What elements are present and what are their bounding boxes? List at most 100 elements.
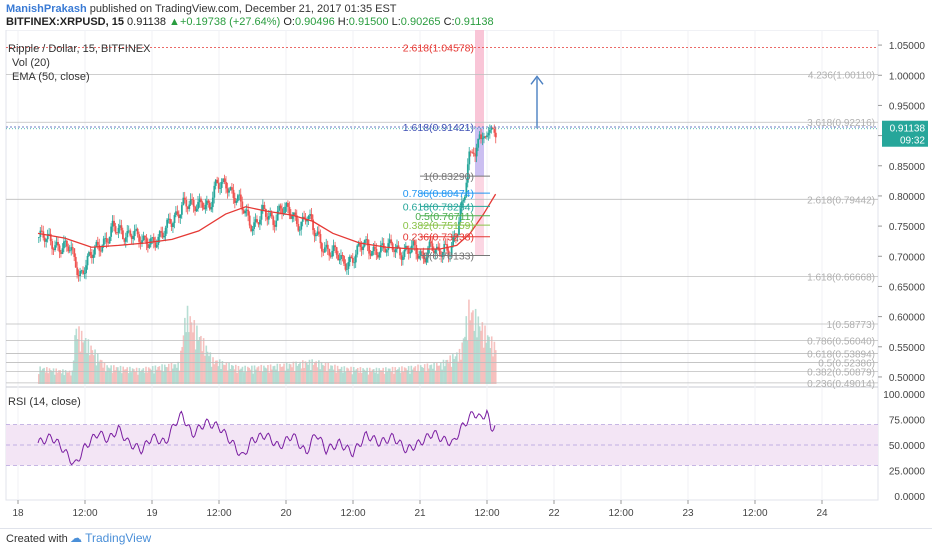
candle-body (260, 210, 263, 220)
candle-body (57, 241, 59, 246)
volume-bar (381, 370, 383, 384)
candle-body (316, 231, 319, 235)
volume-bar (64, 370, 67, 384)
rsi-tick-label: 50.0000 (889, 441, 926, 452)
candle-body (251, 228, 254, 232)
volume-bar (272, 366, 275, 384)
candle-body (452, 237, 454, 247)
candle-body (241, 201, 244, 211)
volume-bar (490, 336, 493, 384)
volume-bar (145, 366, 147, 384)
candle-body (469, 151, 472, 153)
chart-area[interactable]: 4.236(1.00110) 3.618(0.92216) 2.618(0.7944… (0, 30, 932, 528)
candle-body (122, 230, 124, 240)
volume-bar (126, 367, 129, 384)
volume-bar (425, 372, 427, 384)
volume-bar (288, 363, 291, 384)
volume-bar (269, 364, 272, 384)
candle-body (377, 255, 379, 258)
time-tick-label: 12:00 (206, 508, 231, 519)
candle-body (301, 216, 304, 222)
volume-bar (194, 349, 197, 384)
volume-bar (189, 316, 192, 384)
volume-bar (54, 374, 56, 384)
volume-bar (40, 370, 43, 384)
volume-bar (143, 372, 146, 384)
candle-body (211, 197, 214, 208)
time-tick-label: 24 (816, 508, 828, 519)
tradingview-logo-icon[interactable]: ☁ TradingView (70, 531, 152, 545)
volume-bar (129, 366, 131, 384)
volume-bar (280, 366, 283, 384)
candle-body (150, 238, 152, 245)
candle-body (428, 241, 431, 248)
candle-body (346, 268, 348, 270)
volume-bar (252, 373, 254, 384)
volume-bar (109, 368, 111, 384)
candle-body (463, 196, 466, 201)
candle-body (477, 138, 480, 148)
candle-body (123, 239, 126, 242)
candle-body (46, 233, 49, 240)
candle-body (228, 190, 230, 193)
volume-bar (476, 337, 478, 384)
volume-bar (430, 364, 433, 384)
volume-bar (105, 371, 107, 384)
volume-bar (75, 328, 78, 384)
candle-body (189, 199, 192, 205)
volume-bar (139, 371, 142, 384)
candle-body (235, 200, 238, 203)
volume-bar (374, 372, 376, 384)
price-axis[interactable]: 1.050001.000000.950000.900000.850000.800… (6, 41, 928, 503)
candle-body (343, 256, 345, 264)
volume-bar (240, 368, 242, 384)
candle-body (394, 249, 397, 253)
candle-body (459, 208, 462, 222)
volume-bar (287, 368, 289, 384)
volume-bar (43, 367, 45, 384)
candle-body (372, 246, 375, 252)
volume-bar (364, 370, 367, 384)
candle-body (353, 262, 356, 264)
time-tick-label: 12:00 (340, 508, 365, 519)
volume-bar (177, 361, 179, 384)
volume-bar (251, 365, 253, 384)
candle-body (63, 241, 65, 249)
candle-body (441, 251, 444, 258)
candle-body (145, 237, 148, 245)
volume-bar (407, 366, 410, 384)
candle-body (288, 206, 291, 215)
author-link[interactable]: ManishPrakash (6, 3, 87, 15)
volume-bar (440, 362, 442, 384)
time-axis[interactable]: 18 12:00 19 12:00 20 12:00 21 12:00 22 12:00 23 12:… (12, 500, 828, 519)
volume-bar (389, 368, 391, 384)
candle-body (307, 215, 310, 220)
candle-body (161, 232, 164, 238)
candle-body (456, 234, 459, 238)
up-triangle-icon: ▲ (169, 16, 180, 28)
candle-body (244, 210, 247, 214)
candle-body (421, 251, 424, 253)
volume-bar (289, 364, 292, 384)
candle-body (458, 221, 460, 235)
volume-bar (267, 364, 269, 384)
price-tick-label: 0.75000 (889, 222, 926, 233)
volume-bar (184, 317, 186, 384)
candle-body (99, 250, 102, 252)
volume-bar (228, 362, 230, 384)
candle-body (73, 248, 76, 257)
candle-body (435, 246, 438, 250)
volume-bar (263, 365, 265, 384)
time-tick-label: 18 (12, 508, 24, 519)
candle-body (200, 198, 202, 203)
candle-body (52, 248, 55, 251)
volume-bar (256, 367, 259, 384)
candle-body (359, 243, 362, 248)
candle-body (284, 206, 286, 214)
candle-body (447, 250, 450, 257)
candle-body (164, 227, 167, 236)
volume-bar (285, 362, 288, 384)
volume-bar (173, 364, 175, 384)
volume-bar (304, 361, 307, 384)
rsi-tick-label: 25.0000 (889, 467, 926, 478)
